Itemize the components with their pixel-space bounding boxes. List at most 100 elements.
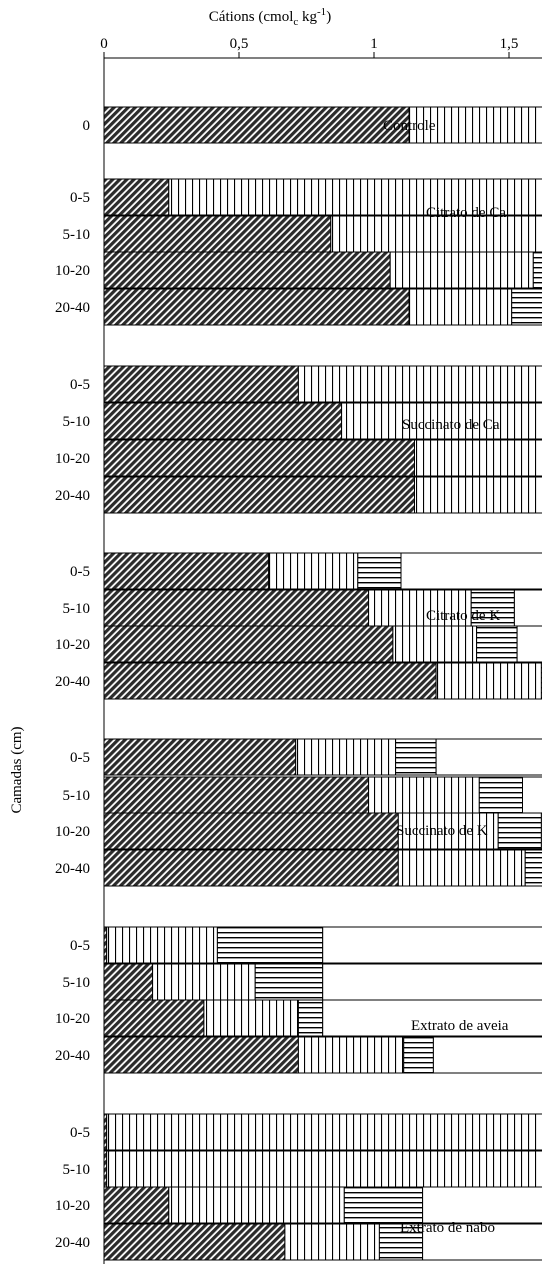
bar-segment-diagonal — [103, 288, 410, 326]
group-label: Citrato de Ca — [426, 205, 506, 221]
bar-segment-diagonal — [103, 251, 391, 289]
bar-segment-vertical — [368, 776, 480, 814]
bar-segment-diagonal — [103, 999, 205, 1037]
bar-segment-diagonal — [103, 1036, 299, 1074]
row-label: 10-20 — [55, 1198, 90, 1214]
bar-segment-horizontal — [524, 849, 542, 887]
row-labels: 0 0-5 5-10 10-20 20-40 0-5 5-10 10-20 20-40 0-5 5-… — [55, 118, 90, 1251]
group-labels: Controle Citrato de Ca Succinato de Ca Citr… — [383, 118, 509, 1236]
bar-segment-vertical — [397, 849, 526, 887]
bar-segment-diagonal — [103, 625, 394, 663]
row-label: 20-40 — [55, 861, 90, 877]
bar-segment-vertical — [284, 1223, 380, 1261]
bar-segment-vertical — [168, 1186, 345, 1224]
bar-segment-horizontal — [511, 288, 542, 326]
row-label: 20-40 — [55, 674, 90, 690]
bar-segment-horizontal — [476, 625, 518, 663]
x-tick-label: 1 — [370, 36, 378, 52]
row-label: 5-10 — [63, 227, 91, 243]
bar-segment-diagonal — [103, 402, 343, 440]
bar-segment-diagonal — [103, 552, 270, 590]
bar-segment-blank — [322, 963, 542, 1001]
row-label: 20-40 — [55, 1048, 90, 1064]
bar-segment-diagonal — [103, 365, 299, 403]
group-label: Succinato de K — [396, 823, 488, 839]
row-label: 5-10 — [63, 414, 91, 430]
y-axis-title: Camadas (cm) — [9, 726, 25, 813]
bars — [103, 106, 542, 1261]
bar-segment-vertical — [408, 288, 513, 326]
bar-segment-diagonal — [103, 476, 415, 514]
bar-segment-vertical — [297, 365, 542, 403]
bar-segment-vertical — [341, 402, 542, 440]
bar-segment-vertical — [414, 439, 542, 477]
bar-segment-diagonal — [103, 1186, 170, 1224]
row-label: 10-20 — [55, 824, 90, 840]
bar-segment-vertical — [295, 738, 397, 776]
group-label: Citrato de K — [426, 608, 500, 624]
bar-segment-diagonal — [103, 589, 370, 627]
bar-segment-vertical — [106, 1150, 542, 1188]
x-axis-title: Cátions (cmolc kg-1) — [209, 6, 331, 28]
bar-segment-horizontal — [357, 552, 402, 590]
row-label: 10-20 — [55, 451, 90, 467]
bar-segment-vertical — [397, 812, 499, 850]
bar-segment-horizontal — [216, 926, 324, 964]
bar-segment-vertical — [106, 1113, 542, 1151]
bar-segment-vertical — [297, 1036, 405, 1074]
bar-segment-blank — [432, 1036, 542, 1074]
bar-segment-blank — [422, 1186, 542, 1224]
bar-segment-diagonal — [103, 178, 170, 216]
row-label: 0-5 — [70, 938, 90, 954]
row-label: 10-20 — [55, 263, 90, 279]
bar-segment-diagonal — [103, 439, 415, 477]
bar-segment-vertical — [330, 215, 542, 253]
bar-segment-vertical — [414, 476, 542, 514]
bar-segment-vertical — [168, 178, 542, 216]
row-label: 5-10 — [63, 601, 91, 617]
bar-segment-horizontal — [254, 963, 324, 1001]
row-label: 5-10 — [63, 975, 91, 991]
bar-segment-horizontal — [497, 812, 542, 850]
bar-segment-blank — [422, 1223, 542, 1261]
bar-segment-diagonal — [103, 106, 410, 144]
group-label: Extrato de aveia — [411, 1018, 509, 1034]
x-tick-label: 0,5 — [230, 36, 249, 52]
bar-segment-vertical — [435, 662, 542, 700]
bar-segment-vertical — [389, 251, 534, 289]
row-label: 0 — [83, 118, 91, 134]
bar-segment-diagonal — [103, 1223, 286, 1261]
row-label: 0-5 — [70, 190, 90, 206]
bar-segment-blank — [400, 552, 542, 590]
bar-segment-blank — [322, 926, 542, 964]
group-label: Controle — [383, 118, 436, 134]
bar-segment-diagonal — [103, 662, 437, 700]
bar-segment-horizontal — [297, 999, 324, 1037]
bar-segment-diagonal — [103, 963, 154, 1001]
row-label: 5-10 — [63, 1162, 91, 1178]
group-label: Succinato de Ca — [402, 417, 500, 433]
row-label: 5-10 — [63, 788, 91, 804]
bar-segment-vertical — [203, 999, 299, 1037]
bar-segment-blank — [435, 738, 542, 776]
bar-segment-horizontal — [403, 1036, 434, 1074]
row-label: 20-40 — [55, 488, 90, 504]
bar-segment-blank — [513, 589, 542, 627]
row-label: 0-5 — [70, 750, 90, 766]
bar-segment-horizontal — [532, 251, 542, 289]
row-label: 10-20 — [55, 637, 90, 653]
bar-segment-horizontal — [470, 589, 515, 627]
bar-segment-blank — [322, 999, 542, 1037]
bar-segment-diagonal — [103, 849, 399, 887]
bar-segment-horizontal — [395, 738, 437, 776]
bar-segment-vertical — [106, 926, 218, 964]
bar-segment-vertical — [268, 552, 359, 590]
bar-segment-horizontal — [343, 1186, 424, 1224]
x-axis: 00,511,522,5 — [100, 36, 542, 59]
row-label: 20-40 — [55, 1235, 90, 1251]
row-label: 0-5 — [70, 377, 90, 393]
bar-segment-diagonal — [103, 215, 332, 253]
bar-segment-diagonal — [103, 812, 399, 850]
bar-segment-horizontal — [478, 776, 523, 814]
